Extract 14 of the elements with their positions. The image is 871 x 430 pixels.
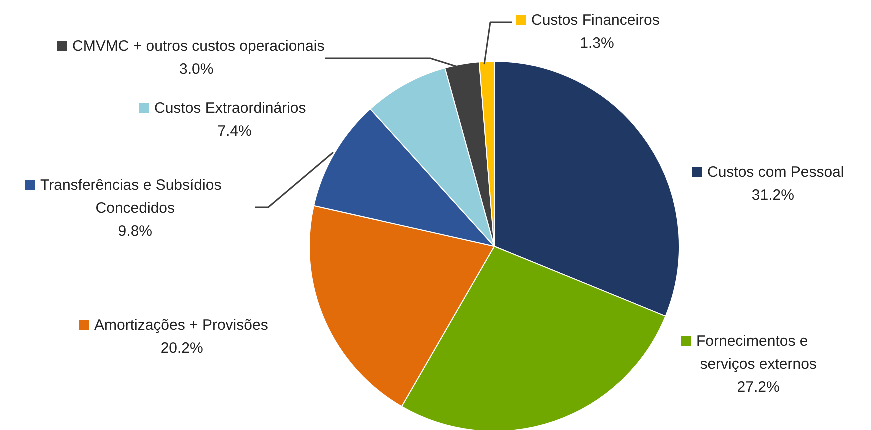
data-label: 31.2% xyxy=(752,187,794,204)
data-label: 7.4% xyxy=(218,123,252,140)
data-label: 20.2% xyxy=(160,340,204,357)
data-label: 1.3% xyxy=(580,35,614,52)
legend-label: Custos com Pessoal xyxy=(708,164,844,181)
data-label: 9.8% xyxy=(118,223,153,240)
legend-label: Custos Extraordinários xyxy=(154,100,306,117)
legend-label: Custos Financeiros xyxy=(532,12,660,29)
legend-label: Fornecimentos e serviços externos xyxy=(696,333,817,373)
data-label: 27.2% xyxy=(737,379,780,396)
legend-label: Amortizações + Provisões xyxy=(94,317,268,334)
legend-label: CMVMC + outros custos operacionais xyxy=(72,38,325,55)
data-label: 3.0% xyxy=(180,61,214,78)
legend-label: Transferências e Subsídios Concedidos xyxy=(40,177,222,217)
